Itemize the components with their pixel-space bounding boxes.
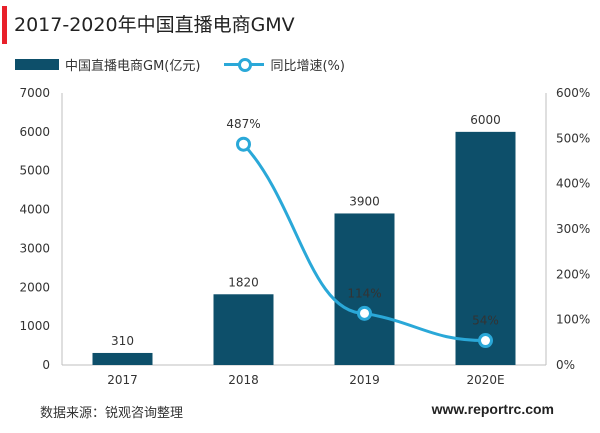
x-tick-label: 2020E xyxy=(466,373,504,387)
y-tick-label: 2000 xyxy=(19,280,50,294)
y-tick-label: 7000 xyxy=(19,86,50,100)
y2-tick-label: 400% xyxy=(556,177,590,191)
y2-tick-label: 100% xyxy=(556,313,590,327)
bar-value-label: 3900 xyxy=(349,194,380,208)
y2-tick-label: 0% xyxy=(556,358,575,372)
growth-line xyxy=(242,143,486,343)
y2-tick-label: 200% xyxy=(556,267,590,281)
growth-label: 114% xyxy=(347,286,381,300)
legend-line-marker xyxy=(224,55,265,73)
growth-point xyxy=(478,333,493,349)
growth-point xyxy=(236,136,251,152)
y2-tick-label: 500% xyxy=(556,131,590,145)
y2-tick-label: 300% xyxy=(556,222,590,236)
y-tick-label: 3000 xyxy=(19,241,50,255)
bar xyxy=(334,213,395,365)
chart-title: 2017-2020年中国直播电商GMV xyxy=(14,14,295,36)
x-tick-label: 2019 xyxy=(349,373,380,387)
bar xyxy=(213,294,274,365)
source-note: 数据来源：锐观咨询整理 xyxy=(40,406,184,421)
website-label: www.reportrc.com xyxy=(431,401,554,417)
growth-label: 54% xyxy=(472,314,499,328)
y-tick-label: 4000 xyxy=(19,203,50,217)
y-tick-label: 0 xyxy=(42,358,50,372)
bar-value-label: 1820 xyxy=(228,275,259,289)
bar xyxy=(455,131,516,365)
legend-bar-label: 中国直播电商GM(亿元) xyxy=(65,58,201,74)
bar xyxy=(92,352,153,365)
legend: 中国直播电商GM(亿元) 同比增速(%) xyxy=(15,55,345,74)
bar-value-label: 6000 xyxy=(470,113,501,127)
title-accent-bar xyxy=(2,6,7,44)
x-tick-label: 2018 xyxy=(228,373,259,387)
y-tick-label: 1000 xyxy=(19,319,50,333)
legend-bar-swatch xyxy=(15,58,59,70)
legend-line-label: 同比增速(%) xyxy=(270,58,345,74)
y2-tick-label: 600% xyxy=(556,86,590,100)
y-tick-label: 5000 xyxy=(19,164,50,178)
x-tick-label: 2017 xyxy=(107,373,138,387)
y-tick-label: 6000 xyxy=(19,125,50,139)
growth-label: 487% xyxy=(226,117,260,131)
growth-point xyxy=(357,305,372,321)
bar-value-label: 310 xyxy=(111,334,134,348)
